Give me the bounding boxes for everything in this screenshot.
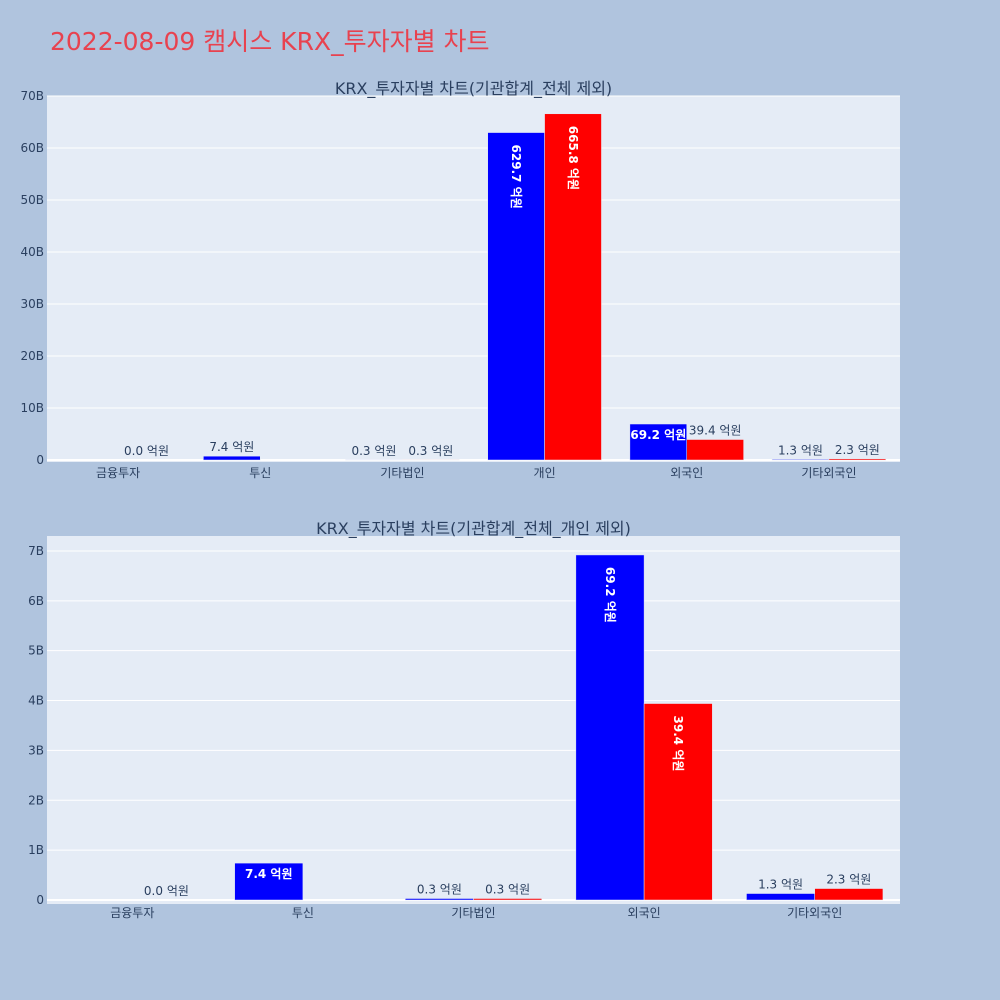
data-label: 1.3 억원 — [778, 443, 823, 457]
chart-title: KRX_투자자별 차트(기관합계_전체_개인 제외) — [316, 519, 631, 539]
y-tick-label: 70B — [20, 89, 44, 103]
bar — [487, 132, 545, 461]
y-tick-label: 7B — [28, 544, 44, 558]
x-tick-label: 금융투자 — [96, 466, 140, 480]
x-tick-label: 외국인 — [670, 466, 703, 480]
x-tick-label: 기타법인 — [451, 906, 495, 920]
y-tick-label: 50B — [20, 193, 44, 207]
bar — [544, 113, 602, 461]
data-label: 39.4 억원 — [671, 716, 685, 772]
x-tick-label: 투신 — [249, 466, 271, 480]
plot-area — [47, 536, 900, 904]
data-label: 0.0 억원 — [144, 884, 189, 898]
y-tick-label: 60B — [20, 141, 44, 155]
page-title: 2022-08-09 캠시스 KRX_투자자별 차트 — [50, 27, 490, 56]
y-tick-label: 6B — [28, 594, 44, 608]
bar — [746, 893, 815, 901]
y-tick-label: 1B — [28, 843, 44, 857]
x-tick-label: 투신 — [292, 906, 314, 920]
data-label: 69.2 억원 — [630, 428, 686, 442]
y-tick-label: 40B — [20, 245, 44, 259]
data-label: 0.3 억원 — [351, 444, 396, 458]
data-label: 0.3 억원 — [417, 883, 462, 897]
y-tick-label: 0 — [36, 893, 44, 907]
bar — [814, 888, 884, 901]
bar — [473, 898, 542, 901]
chart-bottom: 0 1B 2B 3B 4B 5B 6B 7B KRX_투자자별 차트(기관합계_전체_개인 제외… — [28, 519, 900, 920]
bar — [828, 458, 887, 461]
y-tick-label: 4B — [28, 694, 44, 708]
chart-top: 0 10B 20B 30B 40B 50B 60B 70B KRX_투자자별 차트(기관합계_전… — [20, 79, 900, 480]
x-tick-label: 개인 — [534, 466, 556, 480]
bar — [234, 862, 304, 901]
data-label: 2.3 억원 — [826, 873, 871, 887]
bar — [575, 554, 645, 901]
data-label: 629.7 억원 — [509, 145, 523, 209]
bar — [686, 439, 744, 461]
y-tick-label: 0 — [36, 453, 44, 467]
bar — [629, 423, 688, 461]
x-tick-label: 금융투자 — [110, 906, 154, 920]
y-tick-label: 10B — [20, 401, 44, 415]
data-label: 7.4 억원 — [209, 440, 254, 454]
bar — [771, 459, 830, 461]
data-label: 665.8 억원 — [566, 126, 580, 190]
x-tick-label: 기타외국인 — [787, 906, 842, 920]
x-tick-label: 기타법인 — [380, 466, 424, 480]
x-tick-label: 외국인 — [628, 906, 661, 920]
bar — [643, 703, 713, 901]
data-label: 0.3 억원 — [485, 883, 530, 897]
y-tick-label: 30B — [20, 297, 44, 311]
x-tick-label: 기타외국인 — [801, 466, 856, 480]
y-tick-label: 3B — [28, 743, 44, 757]
plot-area — [47, 96, 900, 462]
data-label: 69.2 억원 — [603, 567, 617, 623]
y-tick-label: 20B — [20, 349, 44, 363]
data-label: 2.3 억원 — [835, 443, 880, 457]
data-label: 1.3 억원 — [758, 878, 803, 892]
data-label: 39.4 억원 — [689, 424, 742, 438]
y-tick-label: 2B — [28, 793, 44, 807]
data-label: 0.3 억원 — [408, 444, 453, 458]
bar — [203, 455, 261, 461]
bar — [405, 898, 474, 901]
y-tick-label: 5B — [28, 644, 44, 658]
data-label: 7.4 억원 — [245, 867, 293, 881]
chart-title: KRX_투자자별 차트(기관합계_전체 제외) — [335, 79, 612, 99]
data-label: 0.0 억원 — [124, 444, 169, 458]
